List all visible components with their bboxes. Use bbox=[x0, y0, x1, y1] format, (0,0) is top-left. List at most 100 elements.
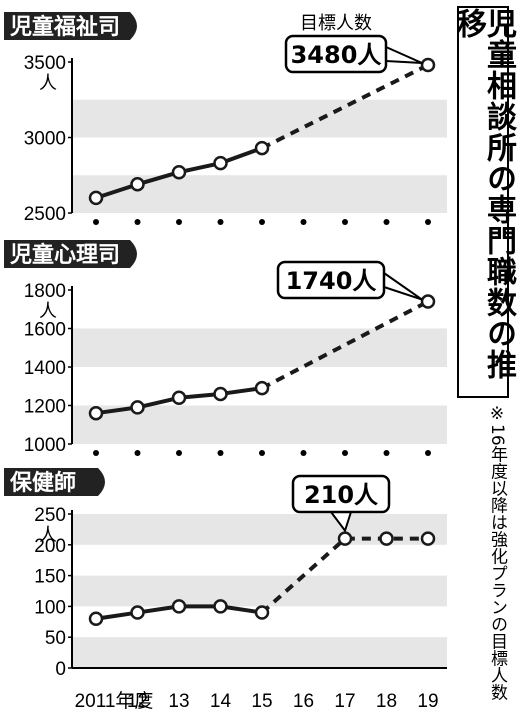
data-point bbox=[171, 599, 187, 614]
x-tick-label: 15 bbox=[251, 691, 272, 712]
y-tick-label: 3000 bbox=[24, 129, 66, 150]
data-point bbox=[420, 531, 436, 546]
data-point bbox=[130, 177, 145, 192]
x-dot bbox=[176, 219, 182, 225]
x-dot bbox=[300, 219, 307, 225]
figure-title: 児童相談所の専門職数の推移 bbox=[451, 6, 516, 398]
y-tick-label: 200 bbox=[34, 536, 66, 557]
x-dot bbox=[134, 219, 141, 225]
x-dot bbox=[425, 219, 431, 225]
x-dot bbox=[93, 450, 99, 456]
x-tick-label: 13 bbox=[168, 691, 189, 712]
data-point bbox=[213, 599, 228, 614]
y-unit-label: 人 bbox=[39, 73, 57, 94]
panel-title-tab: 児童心理司 bbox=[4, 240, 137, 268]
y-tick-label: 3500 bbox=[24, 53, 66, 74]
data-point bbox=[254, 605, 270, 620]
x-tick-label: 17 bbox=[334, 691, 355, 712]
callout-pointer bbox=[383, 272, 423, 301]
callout-value: 1740人 bbox=[286, 267, 377, 295]
x-dot bbox=[342, 219, 348, 225]
callout-box bbox=[276, 260, 386, 300]
callout: 目標人数 3480人 bbox=[284, 10, 423, 74]
x-dot bbox=[383, 219, 390, 225]
grid-band bbox=[72, 99, 447, 138]
x-dot bbox=[176, 450, 182, 456]
data-point bbox=[88, 190, 104, 206]
panel-title-bg bbox=[4, 12, 137, 40]
data-point bbox=[88, 405, 104, 421]
data-point bbox=[171, 390, 187, 406]
data-point bbox=[130, 400, 145, 415]
x-dot bbox=[342, 450, 348, 456]
data-point bbox=[213, 386, 228, 402]
grid-band bbox=[72, 575, 447, 607]
y-tick-label: 1200 bbox=[24, 397, 66, 418]
callout: 1740人 bbox=[276, 260, 423, 301]
grid-band bbox=[72, 175, 447, 213]
x-dot bbox=[93, 219, 99, 225]
callout-box bbox=[284, 34, 388, 74]
x-tick-label: 19 bbox=[417, 691, 438, 712]
x-tick-label: 12 bbox=[127, 691, 148, 712]
data-point bbox=[213, 155, 228, 171]
data-point bbox=[171, 164, 187, 180]
callout-box bbox=[291, 474, 391, 514]
x-tick-label: 16 bbox=[293, 691, 314, 712]
y-tick-label: 2500 bbox=[24, 204, 66, 225]
y-tick-label: 100 bbox=[34, 597, 66, 618]
grid-band bbox=[72, 405, 447, 444]
data-point bbox=[420, 294, 436, 309]
x-tick-label: 18 bbox=[376, 691, 397, 712]
x-dot bbox=[425, 450, 431, 456]
callout-value: 210人 bbox=[304, 481, 378, 509]
x-tick-label: 14 bbox=[210, 691, 232, 712]
footnote: ※16年度以降は強化プランの目標人数 bbox=[487, 404, 507, 701]
y-tick-label: 1400 bbox=[24, 358, 66, 379]
y-unit-label: 人 bbox=[39, 301, 57, 322]
callout-pointer bbox=[330, 511, 352, 533]
x-dot bbox=[300, 450, 307, 456]
x-dot bbox=[259, 219, 265, 225]
grid-band bbox=[72, 328, 447, 367]
panel-title-bg bbox=[4, 468, 105, 496]
x-dot bbox=[217, 219, 224, 225]
y-tick-label: 50 bbox=[45, 628, 66, 649]
callout-value: 3480人 bbox=[291, 41, 382, 69]
data-point bbox=[130, 605, 145, 620]
panel-title-tab: 保健師 bbox=[4, 468, 105, 496]
y-tick-label: 1000 bbox=[24, 435, 66, 456]
callout: 210人 bbox=[291, 474, 391, 533]
panel-title-bg bbox=[4, 240, 137, 268]
y-tick-label: 1800 bbox=[24, 281, 66, 302]
grid-band bbox=[72, 637, 447, 668]
y-tick-label: 1600 bbox=[24, 320, 66, 341]
panel-title: 児童心理司 bbox=[9, 242, 120, 268]
x-dot bbox=[217, 450, 224, 456]
y-tick-label: 250 bbox=[34, 505, 66, 526]
series-line-target bbox=[260, 536, 428, 615]
x-dot bbox=[383, 450, 390, 456]
data-point bbox=[337, 531, 353, 546]
data-point bbox=[379, 531, 394, 546]
data-point bbox=[88, 611, 104, 626]
panel-title-tab: 児童福祉司 bbox=[4, 12, 137, 40]
x-dot bbox=[259, 450, 265, 456]
panel-title: 児童福祉司 bbox=[9, 14, 120, 40]
x-tick-label: 2011年度 bbox=[75, 690, 154, 712]
data-point bbox=[420, 57, 436, 73]
x-dot bbox=[134, 450, 141, 456]
y-tick-label: 150 bbox=[34, 567, 66, 588]
y-unit-label: 人 bbox=[39, 525, 57, 546]
data-point bbox=[254, 380, 270, 396]
data-point bbox=[254, 140, 270, 156]
callout-label: 目標人数 bbox=[300, 13, 372, 34]
callout-label-bg bbox=[288, 10, 384, 34]
y-tick-label: 0 bbox=[55, 659, 66, 680]
callout-pointer bbox=[385, 46, 423, 65]
